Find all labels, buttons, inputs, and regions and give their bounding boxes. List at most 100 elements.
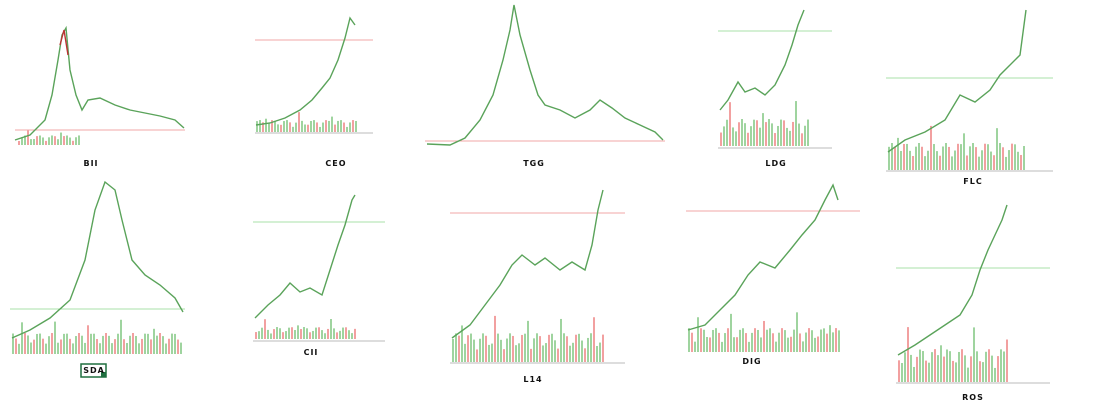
volume-bar — [33, 139, 35, 145]
volume-bar — [793, 329, 795, 352]
volume-bar — [949, 351, 951, 382]
volume-bar — [796, 312, 798, 352]
volume-bar — [27, 129, 29, 145]
volume-bar — [724, 333, 726, 352]
volume-bar — [786, 127, 788, 146]
volume-bar — [159, 333, 161, 354]
volume-bar — [987, 144, 989, 170]
volume-bar — [521, 334, 523, 362]
volume-bar — [518, 343, 520, 362]
volume-bar — [60, 339, 62, 354]
volume-bar — [144, 333, 146, 354]
volume-bar — [289, 122, 291, 132]
volume-bar — [802, 341, 804, 352]
volume-bar — [476, 349, 478, 362]
volume-bar — [808, 328, 810, 352]
volume-bar — [51, 333, 53, 354]
volume-bar — [497, 333, 499, 362]
volume-bar — [75, 336, 77, 354]
volume-bar — [694, 341, 696, 352]
volume-bar — [491, 343, 493, 362]
volume-bar — [817, 336, 819, 352]
volume-bar — [15, 338, 17, 354]
volume-bar — [732, 127, 734, 146]
volume-bar — [777, 125, 779, 146]
volume-bar — [301, 120, 303, 132]
volume-bar — [733, 337, 735, 352]
volume-bar — [57, 342, 59, 354]
volume-bar — [924, 156, 926, 170]
volume-bar — [295, 122, 297, 132]
volume-bar — [897, 137, 899, 170]
volume-bar — [78, 333, 80, 354]
volume-bar — [349, 122, 351, 132]
volume-bar — [907, 327, 909, 382]
volume-bar — [524, 333, 526, 362]
volume-bar — [934, 349, 936, 382]
volume-bar — [1003, 351, 1005, 382]
volume-bar — [774, 133, 776, 146]
volume-bar — [328, 120, 330, 132]
volume-bar — [906, 143, 908, 170]
volume-bar — [912, 156, 914, 170]
volume-bar — [946, 349, 948, 382]
volume-bar — [805, 332, 807, 352]
volume-bar — [129, 335, 131, 354]
volume-bar — [54, 321, 56, 354]
volume-bar — [458, 335, 460, 362]
volume-bar — [801, 133, 803, 146]
volume-bar — [102, 335, 104, 354]
volume-bar — [967, 367, 969, 382]
volume-bar — [955, 362, 957, 382]
volume-bar — [297, 325, 299, 339]
volume-bar — [937, 355, 939, 382]
volume-bar — [811, 330, 813, 352]
volume-bar — [712, 329, 714, 352]
volume-bar — [703, 329, 705, 352]
volume-bar — [268, 122, 270, 132]
volume-bar — [957, 143, 959, 170]
volume-bar — [500, 339, 502, 362]
volume-bar — [751, 332, 753, 352]
volume-bar — [807, 119, 809, 146]
volume-bar — [948, 146, 950, 170]
volume-bar — [900, 150, 902, 170]
volume-bar — [832, 332, 834, 352]
volume-bar — [452, 338, 454, 362]
volume-bar — [153, 328, 155, 354]
volume-bar — [461, 325, 463, 362]
volume-bar — [590, 333, 592, 362]
volume-bar — [988, 349, 990, 382]
volume-bar — [339, 330, 341, 339]
price-line — [59, 29, 69, 56]
volume-bar — [933, 144, 935, 170]
volume-bar — [735, 131, 737, 146]
volume-bar — [168, 338, 170, 354]
volume-bar — [748, 341, 750, 352]
volume-bar — [835, 328, 837, 352]
volume-bar — [280, 124, 282, 132]
volume-bar — [63, 136, 65, 145]
volume-bar — [12, 333, 14, 354]
volume-bar — [787, 337, 789, 352]
volume-bar — [325, 120, 327, 132]
volume-bar — [769, 328, 771, 352]
volume-bar — [904, 352, 906, 382]
volume-bar — [105, 333, 107, 354]
volume-bar — [120, 319, 122, 354]
volume-bar — [915, 146, 917, 170]
volume-bar — [340, 120, 342, 132]
volume-bar — [747, 132, 749, 146]
volume-bar — [901, 363, 903, 382]
volume-bar — [21, 322, 23, 354]
volume-bar — [346, 126, 348, 132]
volume-bar — [108, 335, 110, 354]
volume-bar — [288, 327, 290, 339]
volume-bar — [482, 333, 484, 362]
volume-bar — [742, 328, 744, 352]
volume-bar — [165, 343, 167, 354]
price-line — [887, 9, 1027, 153]
volume-bar — [96, 339, 98, 354]
volume-bar — [336, 332, 338, 339]
panel: BII — [14, 25, 185, 168]
